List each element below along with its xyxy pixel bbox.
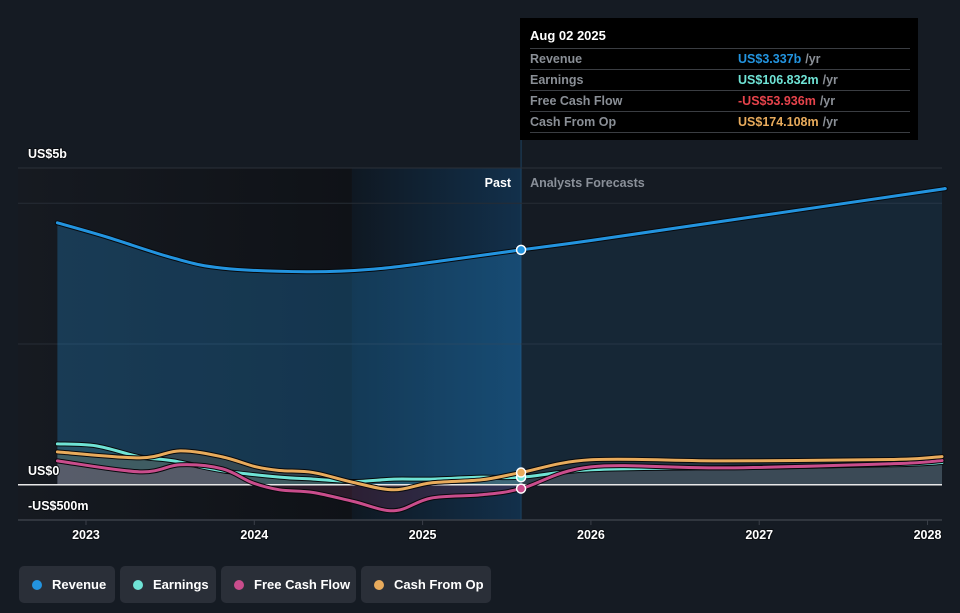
- legend-item-free-cash-flow[interactable]: Free Cash Flow: [221, 566, 356, 603]
- revenue-line: [55, 187, 947, 274]
- x-tick-label: 2024: [240, 528, 268, 542]
- x-tick-label: 2026: [577, 528, 605, 542]
- x-tick-label: 2025: [409, 528, 437, 542]
- legend-dot-icon: [234, 579, 244, 590]
- legend-label: Free Cash Flow: [254, 577, 351, 592]
- tooltip-value: US$106.832m: [738, 73, 819, 87]
- tooltip-row-revenue: Revenue US$3.337b /yr: [530, 49, 910, 70]
- legend-dot-icon: [32, 579, 42, 590]
- series-lines: [54, 186, 948, 514]
- cash-from-op-marker: [515, 467, 527, 478]
- tooltip-label: Cash From Op: [530, 115, 617, 129]
- cash-from-op-line: [55, 449, 944, 492]
- tooltip-unit: /yr: [819, 94, 836, 108]
- tooltip-value: US$3.337b: [738, 52, 802, 66]
- legend-item-earnings[interactable]: Earnings: [120, 566, 216, 603]
- legend-dot-icon: [374, 579, 384, 590]
- revenue-area-past: [57, 222, 521, 485]
- tooltip-row-free-cash-flow: Free Cash Flow -US$53.936m /yr: [530, 91, 910, 112]
- axis-labels: US$5b US$0 -US$500m 2023 2024 2025 2026 2027 202…: [27, 146, 942, 543]
- tooltip-date: Aug 02 2025: [530, 18, 910, 49]
- series-markers: [515, 244, 527, 494]
- free-cash-flow-line: [55, 459, 944, 513]
- tooltip-unit: /yr: [822, 115, 838, 129]
- chart-legend: Revenue Earnings Free Cash Flow Cash Fro…: [19, 566, 491, 603]
- past-region-label: Past: [485, 176, 512, 190]
- tooltip-unit: /yr: [805, 52, 821, 66]
- tooltip-value: -US$53.936m: [738, 94, 816, 108]
- free-cash-flow-area-past: [57, 460, 521, 511]
- y-tick-label: US$0: [28, 464, 59, 478]
- legend-label: Earnings: [153, 577, 209, 592]
- tooltip-value: US$174.108m: [738, 115, 819, 129]
- x-tick-label: 2023: [72, 528, 100, 542]
- tooltip-label: Free Cash Flow: [530, 94, 623, 108]
- earnings-area-past: [57, 443, 521, 485]
- free-cash-flow-marker: [515, 483, 527, 494]
- tooltip-row-cash-from-op: Cash From Op US$174.108m /yr: [530, 112, 910, 133]
- revenue-marker: [515, 244, 527, 256]
- tooltip-unit: /yr: [822, 73, 838, 87]
- tooltip-label: Earnings: [530, 73, 584, 87]
- legend-label: Cash From Op: [394, 577, 484, 592]
- y-tick-label: US$5b: [28, 147, 67, 161]
- legend-label: Revenue: [52, 577, 107, 592]
- hover-tooltip: Aug 02 2025 Revenue US$3.337b /yr Earnin…: [520, 18, 918, 140]
- y-tick-label: -US$500m: [28, 499, 88, 513]
- forecast-region-label: Analysts Forecasts: [530, 176, 645, 190]
- legend-dot-icon: [133, 579, 143, 590]
- x-tick-label: 2027: [745, 528, 773, 542]
- legend-item-revenue[interactable]: Revenue: [19, 566, 115, 603]
- x-tick-label: 2028: [914, 528, 942, 542]
- gridlines: [18, 167, 942, 525]
- tooltip-row-earnings: Earnings US$106.832m /yr: [530, 70, 910, 91]
- revenue-area-forecast: [521, 188, 946, 485]
- tooltip-label: Revenue: [530, 52, 583, 66]
- legend-item-cash-from-op[interactable]: Cash From Op: [361, 566, 491, 603]
